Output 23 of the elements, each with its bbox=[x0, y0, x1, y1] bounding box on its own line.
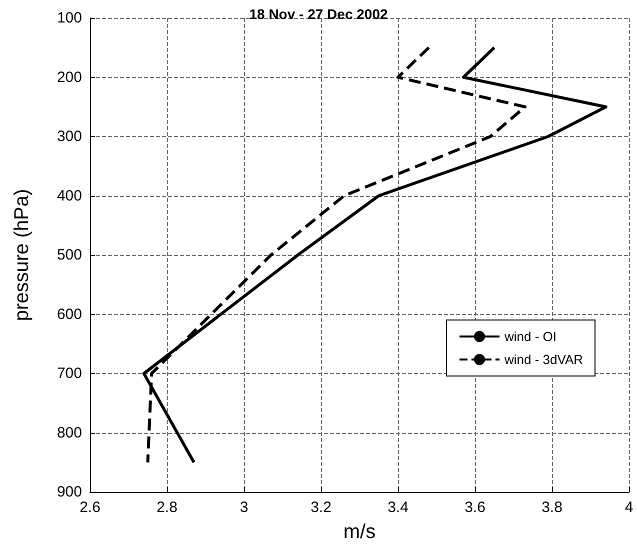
x-tick-label: 3.4 bbox=[388, 499, 408, 516]
y-tick-label: 200 bbox=[56, 68, 82, 86]
y-tick-label: 800 bbox=[56, 424, 82, 442]
x-tick-label: 3.6 bbox=[464, 499, 486, 516]
y-tick-label: 100 bbox=[56, 10, 82, 26]
y-axis-title: pressure (hPa) bbox=[11, 188, 33, 322]
legend-label: wind - 3dVAR bbox=[503, 352, 583, 367]
y-tick-label: 400 bbox=[56, 187, 82, 204]
y-tick-label: 700 bbox=[56, 365, 82, 382]
x-tick-label: 3.2 bbox=[310, 499, 332, 516]
y-tick-label: 500 bbox=[56, 246, 82, 264]
x-tick-label: 4 bbox=[624, 499, 634, 516]
x-axis-title: m/s bbox=[343, 521, 376, 543]
line-series bbox=[142, 46, 608, 464]
x-tick-label: 3 bbox=[240, 499, 248, 516]
x-tick-label: 2.8 bbox=[156, 499, 178, 516]
y-tick-label: 600 bbox=[56, 306, 82, 323]
y-tick-label: 900 bbox=[56, 484, 82, 500]
legend-label: wind - OI bbox=[503, 329, 556, 344]
chart-title: 18 Nov - 27 Dec 2002 bbox=[249, 6, 388, 22]
x-tick-label: 2.6 bbox=[80, 499, 100, 516]
x-tick-label: 3.8 bbox=[542, 499, 562, 516]
y-tick-label: 300 bbox=[56, 128, 82, 145]
